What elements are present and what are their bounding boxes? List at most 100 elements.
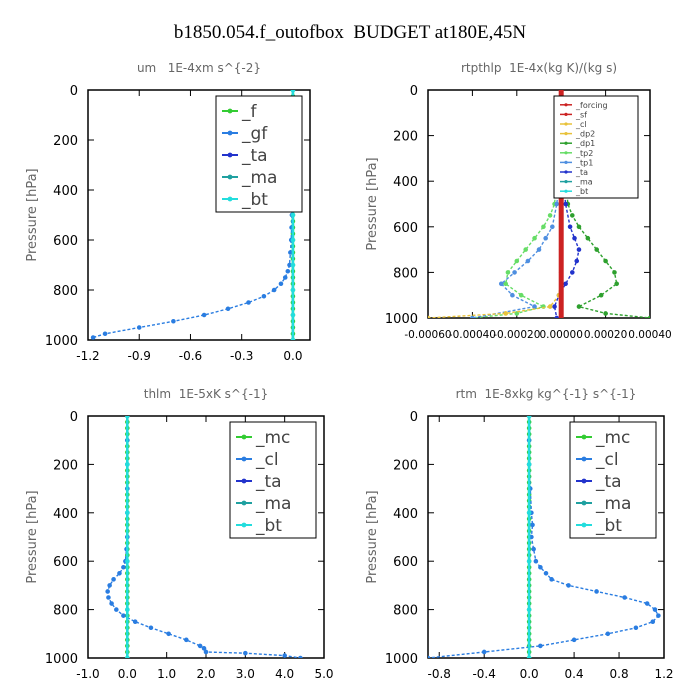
x-tick-label: -0.3 (230, 349, 253, 363)
y-tick-label: 600 (53, 234, 78, 249)
legend-marker-ma (581, 500, 587, 506)
data-point-ta (570, 270, 575, 275)
data-point-forcing (558, 224, 564, 230)
x-tick-label: 2.0 (196, 667, 215, 681)
data-point-cl (549, 577, 554, 582)
data-point-tp2 (532, 235, 537, 241)
data-point-bt (526, 655, 532, 658)
data-point-bt (290, 212, 296, 218)
x-tick-label: 1.0 (157, 667, 176, 681)
legend-marker-bt (241, 522, 247, 528)
series-group (428, 416, 661, 658)
x-tick-label: -0.9 (128, 349, 151, 363)
data-point-cl (109, 601, 114, 606)
series-group (105, 416, 303, 658)
legend-label-ta: _ta (255, 472, 282, 492)
legend-label-ta: _ta (241, 146, 268, 166)
data-point-dp1 (576, 304, 582, 309)
legend-label-bt: _bt (255, 516, 282, 536)
y-tick-label: 0 (410, 410, 418, 425)
data-point-gf (282, 275, 288, 280)
legend-label-ta: _ta (575, 168, 588, 177)
data-point-forcing (558, 247, 564, 252)
x-tick-label: 0.00040 (628, 329, 671, 341)
legend-label-dp1: _dp1 (575, 139, 595, 148)
data-point-gf (90, 335, 96, 340)
legend-marker-bt (227, 196, 233, 202)
chart-panel-rtm: rtm 1E-8xkg kg^{-1} s^{-1} Pressure [hPa]… (365, 387, 674, 681)
data-point-cl (538, 643, 543, 649)
data-point-ta (554, 315, 560, 318)
data-point-gf (285, 268, 291, 274)
data-point-cl (243, 650, 248, 656)
chart-panel-thlm: thlm 1E-5xK s^{-1} Pressure [hPa] 0 200 400 6… (25, 387, 334, 681)
data-point-cl (148, 625, 154, 631)
data-point-gf (261, 293, 267, 299)
legend-marker-ma (227, 174, 233, 180)
chart-panel-rtpthlp: rtpthlp 1E-4x(kg K)/(kg s) Pressure [hPa]… (365, 61, 672, 341)
data-point-tp2 (503, 281, 509, 287)
data-point-dp1 (598, 292, 604, 298)
data-point-dp1 (612, 270, 617, 275)
data-point-bt (290, 237, 296, 243)
data-point-cl (481, 649, 487, 655)
x-tick-label: -1.0 (76, 667, 99, 681)
y-tick-label: 800 (53, 284, 78, 299)
data-point-gf (271, 287, 277, 293)
y-tick-label: 800 (53, 604, 78, 619)
y-axis-label: Pressure [hPa] (365, 157, 380, 250)
data-point-cl (530, 522, 535, 528)
data-point-bt (526, 416, 532, 419)
legend-marker-ta (227, 152, 233, 158)
y-tick-label: 200 (53, 458, 78, 473)
x-tick-label: 3.0 (236, 667, 255, 681)
data-point-bt (290, 312, 296, 318)
data-point-gf (246, 300, 251, 305)
legend-label-mc: _mc (595, 428, 630, 448)
figure-title: b1850.054.f_outofbox BUDGET at180E,45N (173, 22, 527, 43)
legend-marker-cl (564, 122, 568, 126)
legend-marker-f (227, 108, 233, 114)
data-point-tp1 (543, 235, 548, 241)
data-point-cl (533, 558, 539, 564)
y-tick-label: 1000 (385, 652, 418, 667)
legend-label-bt: _bt (241, 190, 268, 210)
data-point-bt (125, 655, 130, 658)
series-line-tp1 (472, 90, 562, 318)
data-point-tp1 (498, 281, 504, 287)
data-point-cl (121, 613, 126, 618)
data-point-ta (576, 247, 582, 252)
legend-label-bt: _bt (595, 516, 622, 536)
data-point-bt (526, 607, 532, 612)
legend-marker-cl (241, 456, 247, 462)
y-tick-label: 600 (393, 555, 418, 570)
data-point-cl (503, 311, 509, 316)
data-point-forcing (558, 315, 564, 318)
data-point-forcing (558, 292, 564, 298)
data-point-cl (107, 583, 112, 588)
y-tick-label: 800 (393, 604, 418, 619)
data-point-ta (572, 235, 577, 241)
data-point-dp1 (603, 311, 608, 316)
legend-label-ta: _ta (595, 472, 622, 492)
legend-marker-sf (564, 112, 568, 116)
legend-marker-ma (564, 180, 568, 184)
legend-marker-tp1 (564, 160, 568, 164)
x-tick-label: -0.00040 (449, 329, 496, 341)
legend-marker-gf (227, 130, 233, 136)
data-point-bt (290, 262, 296, 268)
y-tick-label: 400 (53, 184, 78, 199)
legend-label-cl: _cl (595, 450, 619, 470)
data-point-dp1 (570, 213, 575, 218)
chart-title: thlm 1E-5xK s^{-1} (144, 387, 268, 401)
data-point-cl (298, 655, 303, 658)
data-point-cl (106, 595, 111, 600)
x-tick-label: -0.00020 (493, 329, 540, 341)
data-point-tp2 (541, 224, 546, 230)
data-point-cl (132, 619, 138, 625)
legend: _f_gf_ta_ma_bt (215, 95, 303, 213)
legend-label-sf: _sf (575, 110, 587, 119)
legend-marker-bt (581, 522, 587, 528)
legend-label-ma: _ma (241, 168, 277, 188)
